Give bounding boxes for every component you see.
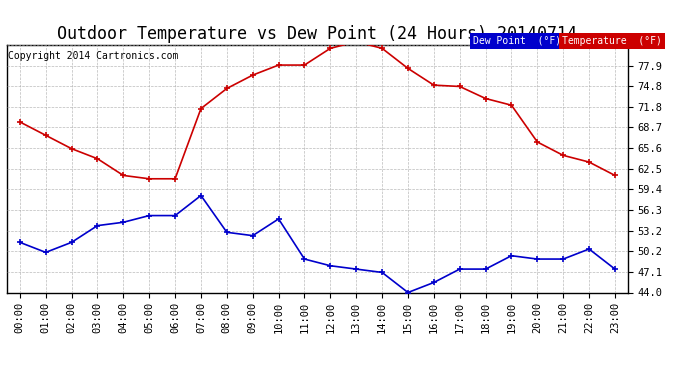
Text: Copyright 2014 Cartronics.com: Copyright 2014 Cartronics.com <box>8 51 179 61</box>
Text: Temperature  (°F): Temperature (°F) <box>562 36 662 46</box>
Text: Dew Point  (°F): Dew Point (°F) <box>473 36 561 46</box>
Title: Outdoor Temperature vs Dew Point (24 Hours) 20140714: Outdoor Temperature vs Dew Point (24 Hou… <box>57 26 578 44</box>
